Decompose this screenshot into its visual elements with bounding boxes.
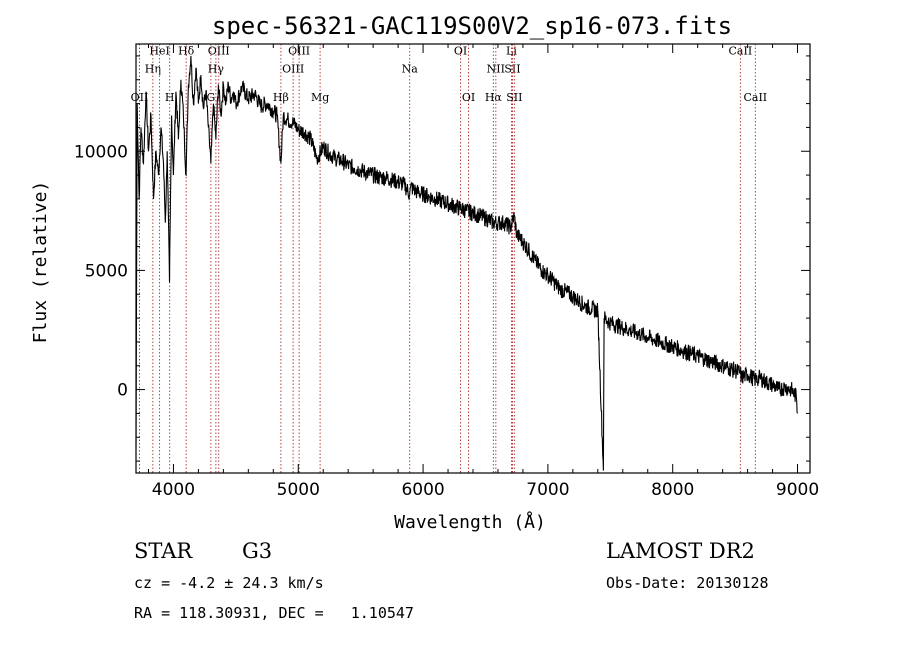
reference-lines: OII Hη HeI H Hδ Hγ G OIII Hβ OIII OIII Mg Na OI OI Hα NI…: [131, 44, 767, 473]
spectrum-line: [135, 55, 799, 471]
reference-line-label-10: OIII: [288, 45, 310, 58]
reference-line-label-9: OIII: [282, 63, 304, 76]
coordinates: RA = 118.30931, DEC = 1.10547: [134, 604, 414, 622]
x-axis-label: Wavelength (Å): [394, 511, 546, 533]
x-tick-label-3: 7000: [526, 480, 569, 500]
plot-frame: [135, 43, 811, 474]
y-axis: 0 5000 10000: [74, 55, 810, 462]
object-subclass: G3: [242, 539, 273, 563]
obs-date: Obs-Date: 20130128: [606, 574, 769, 592]
reference-line-label-8: Hβ: [273, 91, 289, 104]
reference-line-label-14: OI: [462, 91, 475, 104]
reference-line-label-5: Hγ: [208, 63, 225, 76]
x-tick-label-2: 6000: [401, 480, 444, 500]
spectrum-series: [135, 55, 799, 471]
reference-line-label-15: Hα: [485, 91, 503, 104]
reference-line-label-7: OIII: [208, 45, 230, 58]
y-tick-label-2: 10000: [74, 142, 128, 162]
reference-line-label-21: CaII: [743, 91, 767, 104]
reference-line-label-17: Li: [506, 45, 517, 58]
redshift-value: cz = -4.2 ± 24.3 km/s: [134, 574, 324, 592]
reference-line-label-6: G: [206, 91, 215, 104]
reference-line-label-1: Hη: [145, 63, 161, 76]
x-axis: 4000 5000 6000 7000 8000 9000: [147, 44, 819, 500]
reference-line-label-13: OI: [454, 45, 467, 58]
y-tick-label-1: 5000: [85, 261, 128, 281]
x-tick-label-5: 9000: [776, 480, 819, 500]
reference-line-label-16: NII: [487, 63, 505, 76]
x-tick-label-4: 8000: [651, 480, 694, 500]
chart-title: spec-56321-GAC119S00V2_sp16-073.fits: [212, 12, 732, 40]
reference-line-label-19: SII: [506, 91, 522, 104]
reference-line-label-0: OII: [131, 91, 149, 104]
reference-line-label-4: Hδ: [178, 45, 195, 58]
y-axis-label: Flux (relative): [30, 181, 51, 344]
reference-line-label-18: SII: [504, 63, 520, 76]
y-tick-label-0: 0: [117, 381, 128, 401]
object-class: STAR: [134, 539, 193, 563]
reference-line-label-2: HeI: [149, 45, 169, 58]
x-tick-label-1: 5000: [277, 480, 320, 500]
reference-line-label-12: Na: [402, 63, 419, 76]
reference-line-label-3: H: [165, 91, 175, 104]
x-tick-label-0: 4000: [152, 480, 195, 500]
survey-name: LAMOST DR2: [606, 539, 755, 563]
reference-line-label-11: Mg: [311, 91, 329, 104]
reference-line-label-20: CaII: [729, 45, 753, 58]
